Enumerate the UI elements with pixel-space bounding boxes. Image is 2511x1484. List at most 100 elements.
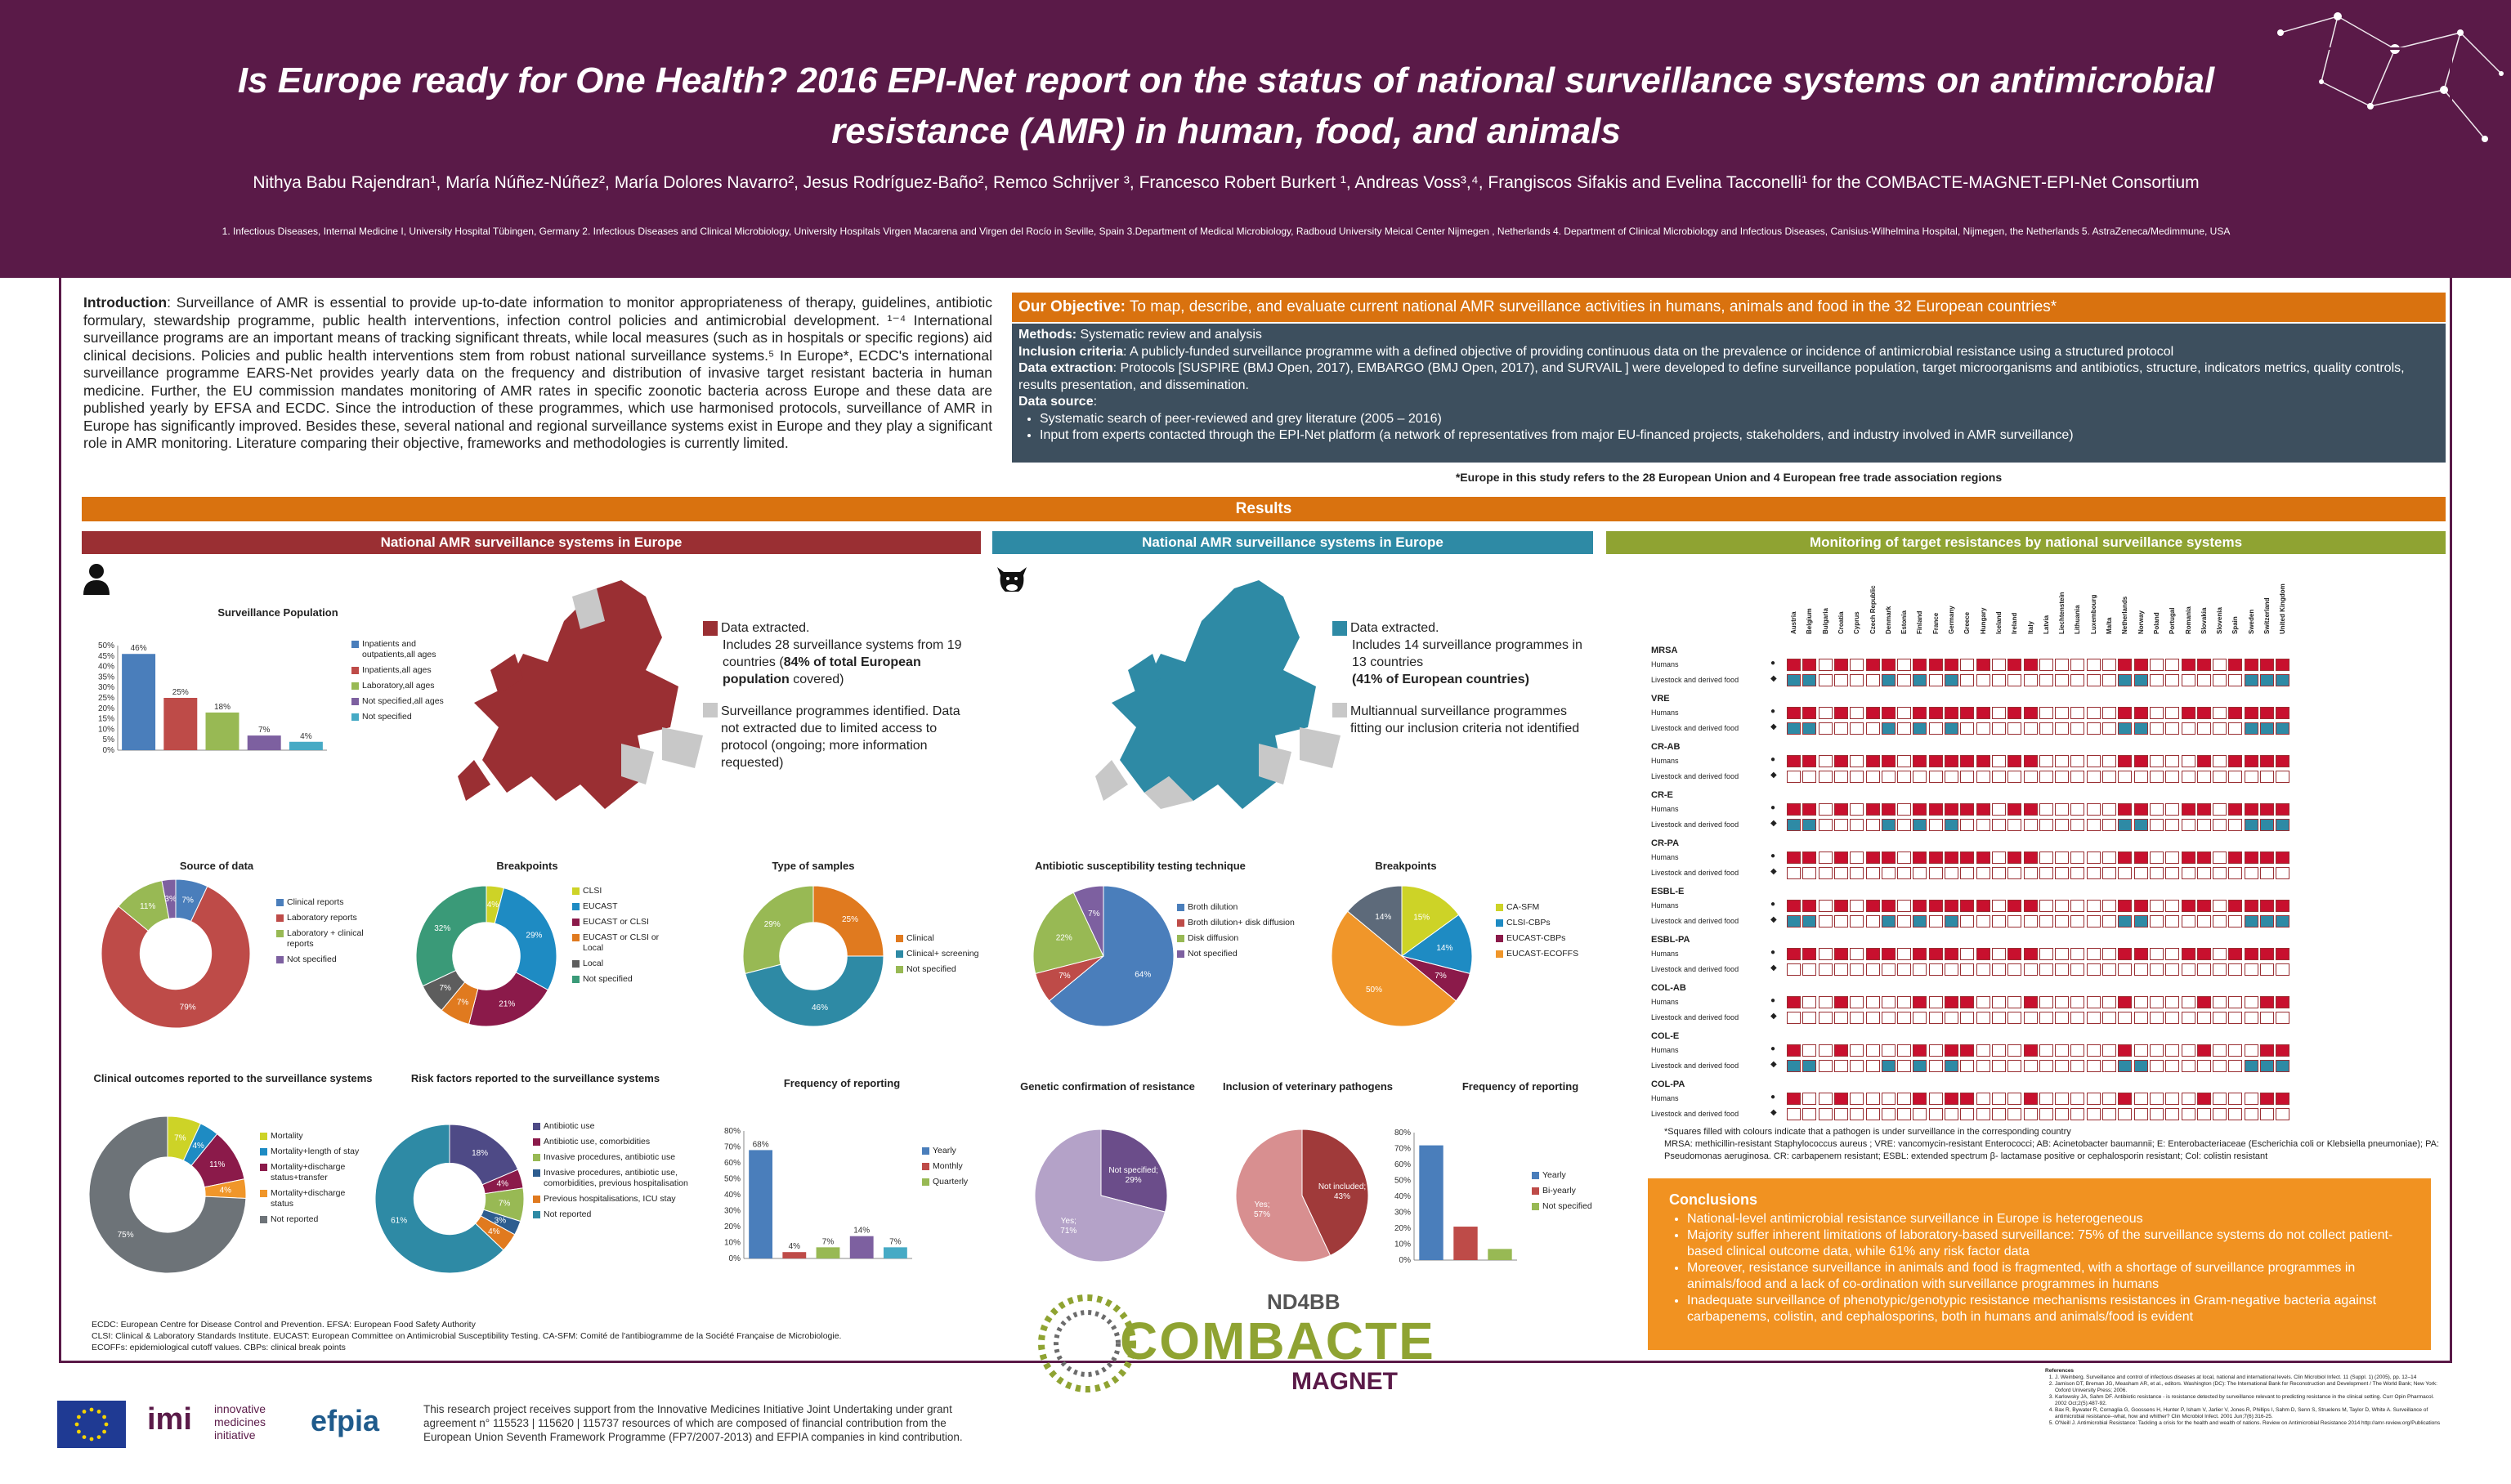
matrix-cell — [2023, 1108, 2038, 1120]
legend-swatch — [1332, 620, 1347, 636]
y-tick-label: 80% — [724, 1127, 741, 1136]
matrix-cell — [2165, 1012, 2180, 1024]
matrix-cell — [1802, 659, 1817, 671]
legend-swatch — [276, 930, 284, 937]
conclusion-item: Inadequate surveillance of phenotypic/ge… — [1687, 1293, 2410, 1325]
matrix-cell — [1897, 948, 1912, 960]
matrix-cell — [2196, 1060, 2211, 1072]
matrix-cell — [2086, 1044, 2101, 1057]
matrix-cell — [1897, 722, 1912, 735]
slice-label: 4% — [487, 901, 499, 910]
chart-title: Surveillance Population — [217, 606, 338, 619]
matrix-cell — [2165, 707, 2180, 719]
matrix-cell — [2070, 948, 2085, 960]
matrix-cell — [2181, 1012, 2195, 1024]
matrix-cell — [2070, 963, 2085, 976]
matrix-cell — [1897, 900, 1912, 912]
matrix-cell — [2039, 915, 2053, 928]
pie-slice — [374, 1124, 504, 1274]
matrix-cell — [1991, 707, 2006, 719]
matrix-cell — [1897, 1012, 1912, 1024]
country-header: Denmark — [1884, 606, 1892, 634]
matrix-cell — [2055, 900, 2070, 912]
slice-label: 64% — [1135, 971, 1151, 980]
matrix-cell — [1833, 852, 1848, 864]
intro-label: Introduction — [83, 294, 168, 311]
imi-logo: imi — [147, 1402, 237, 1446]
slice-label: 14% — [1375, 913, 1391, 922]
matrix-cell — [1865, 1044, 1880, 1057]
chart-title: Genetic confirmation of resistance — [1020, 1080, 1195, 1093]
matrix-cell — [2244, 900, 2258, 912]
matrix-cell — [2086, 674, 2101, 686]
matrix-cell — [1976, 948, 1990, 960]
legend-swatch — [1532, 1187, 1539, 1195]
matrix-cell — [1850, 963, 1864, 976]
row-label: Humans — [1651, 708, 1679, 717]
matrix-note-line: MRSA: methicillin-resistant Staphylococc… — [1664, 1139, 2440, 1161]
matrix-cell — [2260, 867, 2274, 879]
combacte-magnet-logo: ND4BB COMBACTE MAGNET — [1030, 1286, 1520, 1401]
matrix-cell — [2133, 819, 2148, 831]
matrix-cell — [1850, 852, 1864, 864]
legend-item: Mortality+discharge status — [260, 1188, 366, 1209]
europe-footnote: *Europe in this study refers to the 28 E… — [1455, 471, 2003, 484]
matrix-cell — [2007, 659, 2022, 671]
matrix-cell — [2149, 963, 2164, 976]
matrix-cell — [1960, 948, 1975, 960]
matrix-cell — [2007, 948, 2022, 960]
pathogen-label: CR-AB — [1651, 742, 1681, 752]
matrix-cell — [2276, 674, 2290, 686]
data-source-list: Systematic search of peer-reviewed and g… — [1018, 411, 2439, 445]
slice-label: 4% — [497, 1180, 509, 1189]
legend-label: Invasive procedures, antibiotic use — [544, 1152, 676, 1162]
matrix-footnote: *Squares filled with colours indicate th… — [1664, 1126, 2441, 1163]
legend-label: Clinical reports — [287, 897, 344, 907]
pie-slice — [1401, 885, 1460, 957]
matrix-cell — [2102, 1108, 2116, 1120]
y-tick-label: 30% — [724, 1207, 741, 1216]
legend-item: Not specified — [572, 974, 662, 985]
matrix-cell — [2055, 1060, 2070, 1072]
matrix-cell — [2260, 722, 2274, 735]
row-label: Livestock and derived food — [1651, 869, 1739, 877]
matrix-cell — [2102, 674, 2116, 686]
country-header: Liechtenstein — [2058, 592, 2066, 634]
matrix-cell — [1945, 819, 1958, 831]
row-label: Livestock and derived food — [1651, 772, 1739, 780]
legend-label: Not specified — [906, 964, 956, 974]
chart-title: Type of samples — [772, 860, 855, 872]
affiliations: 1. Infectious Diseases, Internal Medicin… — [222, 226, 2231, 237]
human-map-text-end: covered) — [789, 673, 844, 686]
legend-item: Not specified — [1177, 949, 1308, 959]
legend-label: Not specified — [362, 712, 412, 722]
legend-swatch — [533, 1196, 540, 1203]
matrix-cell — [2086, 819, 2101, 831]
legend-label: EUCAST-ECOFFS — [1506, 949, 1579, 959]
bar — [122, 654, 156, 750]
matrix-cell — [2196, 1108, 2211, 1120]
matrix-cell — [1881, 771, 1896, 783]
country-header: Bulgaria — [1821, 607, 1829, 634]
matrix-cell — [1928, 659, 1943, 671]
matrix-cell — [1976, 659, 1990, 671]
country-header: Austria — [1790, 611, 1797, 634]
legend-item: CLSI-CBPs — [1496, 918, 1586, 928]
matrix-cell — [2181, 707, 2195, 719]
matrix-cell — [2023, 852, 2038, 864]
matrix-cell — [1850, 819, 1864, 831]
legend-swatch — [1177, 950, 1184, 958]
matrix-cell — [2276, 1108, 2290, 1120]
pie-slice — [745, 955, 884, 1027]
eu-star — [89, 1437, 94, 1442]
source-of-data-chart: 7% 79% 11% 3% — [101, 878, 251, 1029]
matrix-cell — [1960, 659, 1975, 671]
matrix-cell — [2023, 1060, 2038, 1072]
combacte-label: COMBACTE — [1120, 1312, 1435, 1370]
matrix-cell — [1850, 803, 1864, 816]
matrix-cell — [2070, 659, 2085, 671]
matrix-cell — [2276, 707, 2290, 719]
slice-label: 79% — [180, 1003, 196, 1012]
eu-star — [102, 1429, 106, 1434]
human-icon: ● — [1770, 659, 1776, 668]
